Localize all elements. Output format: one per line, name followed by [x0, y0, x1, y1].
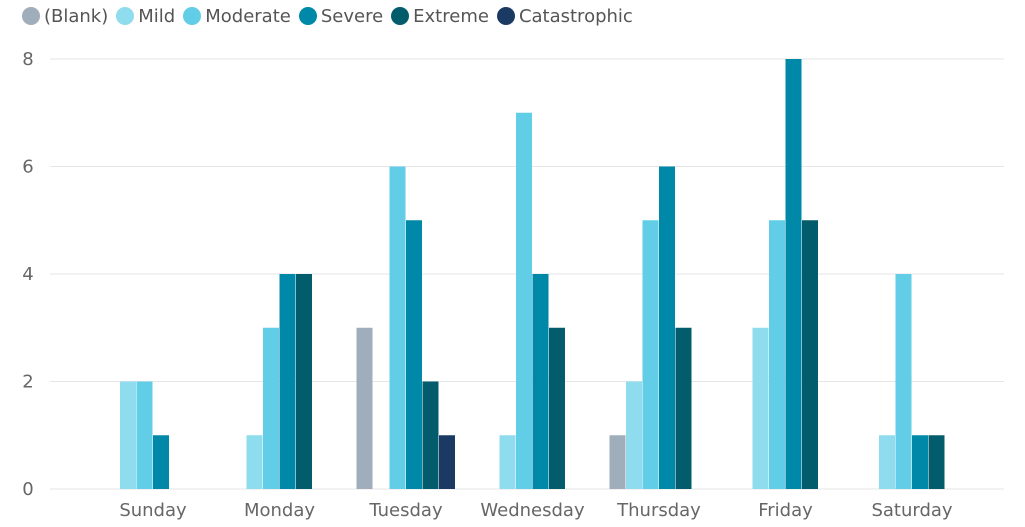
bar-blank-tuesday[interactable] [356, 327, 373, 489]
bar-severe-wednesday[interactable] [532, 274, 549, 489]
bar-moderate-friday[interactable] [769, 220, 785, 489]
bar-severe-tuesday[interactable] [406, 220, 422, 489]
x-axis-ticks: Sunday Monday Tuesday Wednesday Thursday Frid… [119, 500, 953, 521]
legend-swatch-extreme [391, 7, 410, 25]
bar-blank-thursday[interactable] [609, 435, 626, 489]
legend-swatch-moderate [183, 7, 202, 25]
bar-severe-sunday[interactable] [153, 435, 169, 489]
bar-severe-thursday[interactable] [659, 166, 675, 490]
bar-moderate-thursday[interactable] [642, 220, 659, 489]
legend-label-severe: Severe [320, 5, 384, 27]
y-tick-label: 8 [22, 49, 33, 70]
bar-catastrophic-tuesday[interactable] [439, 435, 455, 489]
bar-moderate-monday[interactable] [263, 327, 279, 489]
bar-severe-saturday[interactable] [912, 435, 928, 489]
chart-legend: (Blank) Mild Moderate Severe Extreme Cat… [22, 4, 641, 28]
legend-item-severe[interactable]: Severe [298, 5, 384, 27]
bar-mild-monday[interactable] [246, 435, 263, 489]
bar-mild-friday[interactable] [752, 327, 769, 489]
legend-item-extreme[interactable]: Extreme [391, 6, 489, 27]
bar-moderate-sunday[interactable] [136, 381, 153, 490]
y-axis-ticks: 0 2 4 6 8 [22, 49, 33, 500]
x-tick-label: Thursday [616, 500, 701, 521]
x-tick-label: Saturday [871, 500, 952, 521]
legend-label-mild: Mild [138, 5, 176, 27]
x-tick-label: Tuesday [368, 500, 443, 521]
legend-swatch-mild [116, 7, 135, 25]
bar-extreme-friday[interactable] [802, 220, 818, 489]
legend-label-catastrophic: Catastrophic [518, 5, 633, 27]
x-tick-label: Monday [244, 500, 315, 521]
bar-mild-thursday[interactable] [626, 381, 642, 490]
bar-severe-friday[interactable] [785, 59, 802, 489]
bar-severe-monday[interactable] [279, 274, 296, 489]
y-tick-label: 0 [22, 479, 33, 500]
y-tick-label: 6 [22, 157, 33, 178]
legend-label-extreme: Extreme [413, 5, 489, 27]
bar-extreme-wednesday[interactable] [549, 327, 565, 489]
bar-moderate-tuesday[interactable] [389, 166, 406, 490]
legend-label-blank: (Blank) [44, 5, 109, 27]
x-tick-label: Wednesday [480, 500, 585, 521]
legend-item-catastrophic[interactable]: Catastrophic [496, 5, 633, 27]
bar-extreme-monday[interactable] [296, 274, 312, 489]
y-tick-label: 4 [22, 264, 33, 285]
bar-mild-saturday[interactable] [879, 435, 895, 489]
bar-extreme-saturday[interactable] [928, 435, 945, 489]
bar-moderate-wednesday[interactable] [516, 112, 532, 489]
legend-swatch-catastrophic [496, 7, 515, 25]
legend-item-blank[interactable]: (Blank) [22, 6, 108, 27]
legend-swatch-severe [298, 7, 317, 25]
legend-label-moderate: Moderate [205, 5, 291, 27]
legend-swatch-blank [22, 7, 40, 25]
y-tick-label: 2 [22, 372, 33, 393]
legend-item-mild[interactable]: Mild [116, 6, 175, 27]
bar-mild-sunday[interactable] [120, 381, 136, 490]
bar-mild-wednesday[interactable] [499, 435, 516, 489]
bar-moderate-saturday[interactable] [895, 274, 912, 489]
bars [120, 59, 945, 489]
x-tick-label: Sunday [119, 500, 187, 521]
legend-item-moderate[interactable]: Moderate [183, 6, 291, 27]
bar-extreme-thursday[interactable] [675, 327, 692, 489]
bar-extreme-tuesday[interactable] [422, 381, 439, 490]
x-tick-label: Friday [758, 500, 813, 521]
